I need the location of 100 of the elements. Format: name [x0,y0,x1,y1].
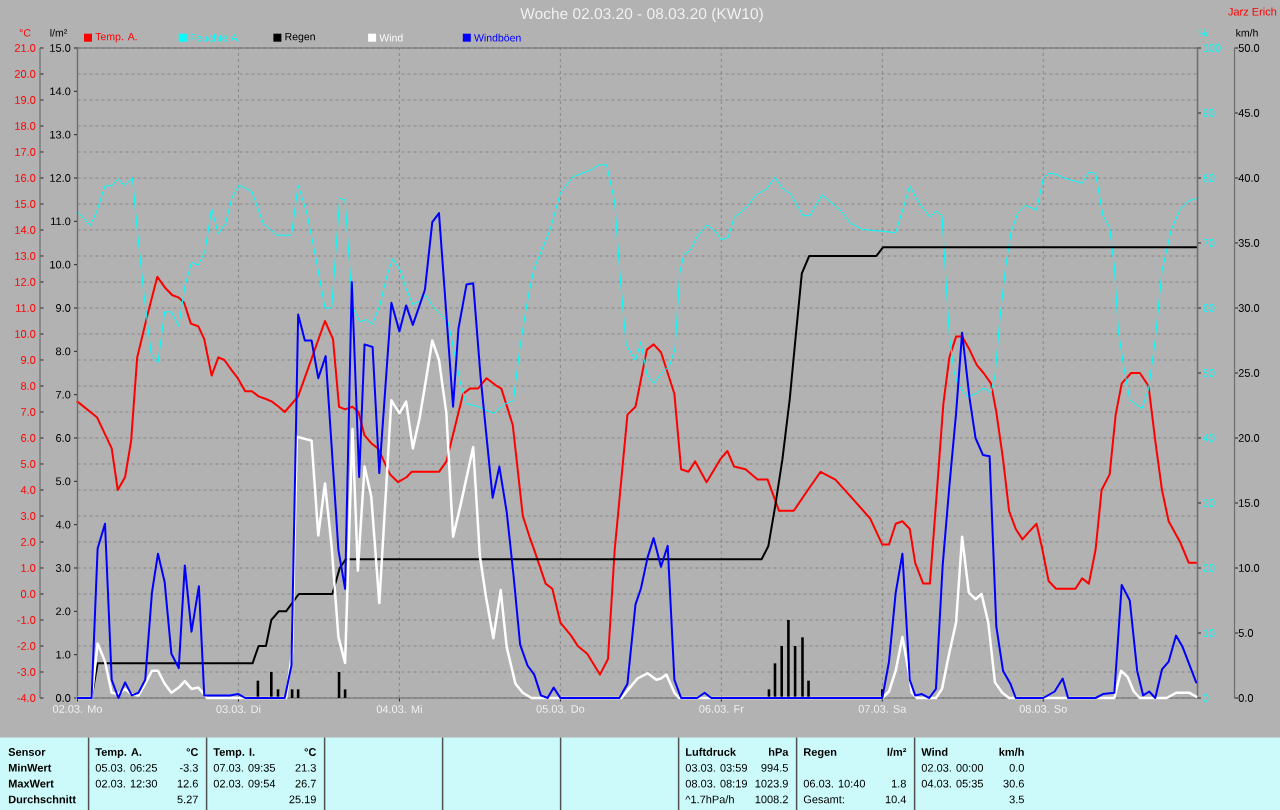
y-axis-title: km/h [1236,28,1258,37]
x-tick-label: 02.03. Mo [52,705,102,713]
y3-tick-label: 90 [1203,109,1215,117]
y2-tick-label: 13.0 [50,130,71,139]
y2-tick-label: 5.0 [55,477,71,486]
text: 1.8 [891,779,906,788]
y2-tick-label: 12.0 [50,174,71,182]
y-tick-label: 15.0 [1239,499,1260,507]
y3-tick-label: 10 [1203,629,1215,637]
y2-tick-label: 4.0 [55,520,71,529]
y-tick-label: 3.0 [20,512,36,520]
text: Wind [921,747,948,756]
y2-tick-label: 15.0 [50,44,71,52]
y-tick-label: 13.0 [15,252,36,260]
y3-axis-title: % [1198,29,1208,37]
text: 12.6 [177,779,198,788]
y-tick-label: 11.0 [16,304,36,312]
text: 21.3 [295,763,316,772]
text: 06.03. 10:40 [803,779,866,788]
text: 1008.2 [755,795,788,804]
y2-axis-title: l/m² [50,28,68,37]
text: 04.03. 05:35 [921,779,984,788]
text: 5.27 [177,795,198,804]
text: ^1.7hPa/h [685,795,734,804]
text: °C [186,748,199,756]
legend-label: Wind [379,33,403,42]
text: Luftdruck [686,747,737,756]
text: 03.03. 03:59 [685,763,747,772]
legend-label: Windböen [474,33,521,42]
y-tick-label: -2.0 [17,642,36,650]
y-tick-label: 9.0 [21,356,36,364]
y-axis-title: °C [19,29,31,37]
y3-tick-label: 20 [1203,564,1215,572]
text: 02.03. 09:54 [213,779,276,788]
y2-tick-label: 3.0 [55,564,71,572]
y3-tick-label: 70 [1203,239,1215,247]
y3-tick-label: 80 [1203,174,1215,182]
text: 10.4 [885,795,907,804]
y-tick-label: 4.0 [20,486,36,494]
y2-tick-label: 0.0 [55,694,71,702]
y-tick-label: -3.0 [17,668,36,676]
text: 25.19 [289,795,316,804]
y-tick-label: 5.0 [20,460,36,468]
y-tick-label: 0.0 [20,590,36,598]
text: 0.0 [1009,763,1024,772]
text: 02.03. 00:00 [921,763,984,772]
x-tick-label: 04.03. Mi [376,705,422,714]
text: 30.6 [1003,779,1024,788]
y-tick-label: 30.0 [1238,304,1260,312]
text: 1023.9 [755,779,788,788]
y-tick-label: 15.0 [15,200,36,208]
y-tick-label: 19.0 [15,96,36,104]
text: MinWert [8,763,52,772]
text: -3.3 [179,763,198,772]
y3-tick-label: 100 [1203,44,1221,52]
y-tick-label: 20.0 [1238,434,1260,442]
y-tick-label: 6.0 [21,434,36,442]
legend-label: Regen [285,32,315,43]
text: Temp. A. [95,748,142,759]
text: Sensor [8,748,46,756]
y-tick-label: 10.0 [1239,564,1260,572]
text: MaxWert [8,779,54,788]
y2-tick-label: 8.0 [55,347,71,356]
chart-title: Woche 02.03.20 - 08.03.20 (KW10) [520,7,763,23]
text: Jarz Erich [1228,7,1277,16]
text: 3.5 [1009,795,1024,804]
y-tick-label: 18.0 [15,122,36,130]
y-tick-label: 10.0 [15,330,36,338]
legend-label: Temp. A. [95,32,137,43]
text: 08.03. 08:19 [685,779,747,788]
y2-tick-label: 10.0 [50,260,71,269]
y2-tick-label: 6.0 [56,434,71,442]
y-tick-label: 50.0 [1238,44,1260,52]
y3-tick-label: 40 [1202,434,1215,442]
text: 07.03. 09:35 [213,763,276,772]
text: Regen [804,748,837,759]
y-tick-label: 5.0 [1238,629,1254,637]
y-tick-label: 21.0 [14,44,36,52]
y3-tick-label: 30 [1203,499,1215,507]
text: km/h [999,747,1024,757]
x-tick-label: 08.03. So [1019,705,1067,713]
y-tick-label: 16.0 [15,174,36,182]
text: 26.7 [295,779,316,788]
text: °C [304,748,317,756]
y2-tick-label: 7.0 [56,390,71,399]
text: Temp. I. [213,748,255,759]
text: Gesamt: [803,795,844,804]
y-tick-label: 14.0 [15,226,36,234]
y-tick-label: 25.0 [1238,369,1260,377]
y-tick-label: 7.0 [21,408,36,416]
text: hPa [769,747,789,756]
legend-label: Feuchte A. [190,33,240,42]
y-tick-label: 40.0 [1238,174,1260,182]
y-tick-label: -1.0 [17,616,36,624]
y-tick-label: 20.0 [14,70,36,78]
y-tick-label: 35.0 [1238,239,1260,247]
y2-tick-label: 11.0 [51,217,71,226]
y3-tick-label: 0 [1203,694,1209,702]
y-tick-label: 12.0 [15,278,36,286]
text: l/m² [887,747,907,757]
